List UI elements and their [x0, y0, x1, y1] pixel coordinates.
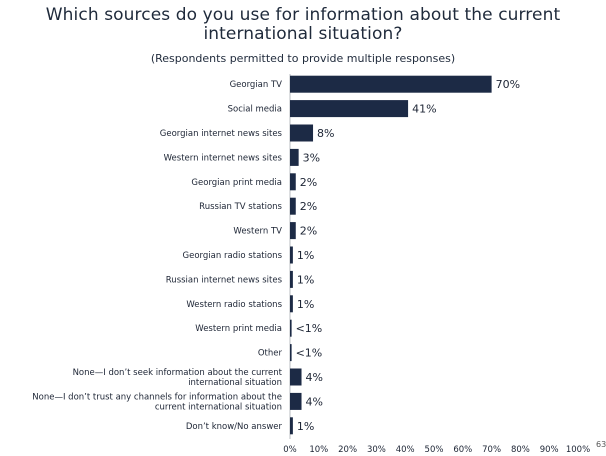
x-tick-label: 70%: [482, 445, 501, 455]
x-tick-label: 90%: [540, 445, 559, 455]
value-label: 2%: [300, 176, 317, 189]
value-label: 4%: [306, 395, 323, 408]
value-label: 1%: [297, 420, 314, 433]
value-label: 70%: [496, 78, 520, 91]
bar: [290, 295, 293, 313]
category-label: Western internet news sites: [164, 153, 283, 163]
value-label: 8%: [317, 127, 334, 140]
category-label-line: Western radio stations: [186, 300, 282, 310]
category-label-line: Russian internet news sites: [166, 275, 283, 285]
chart-title: Which sources do you use for information…: [45, 5, 561, 44]
bar: [290, 344, 292, 362]
category-label-line: Don’t know/No answer: [186, 422, 283, 432]
bar: [290, 100, 409, 118]
value-label: 3%: [303, 151, 320, 164]
category-label-line: Western TV: [233, 227, 282, 237]
category-label-line: Georgian TV: [230, 80, 283, 90]
value-label: 2%: [300, 225, 317, 238]
category-label-line: Social media: [228, 105, 282, 115]
category-label: Russian internet news sites: [166, 275, 283, 285]
x-tick-label: 80%: [511, 445, 530, 455]
bar: [290, 75, 492, 93]
bar: [290, 197, 296, 215]
category-label: None—I don’t seek information about the …: [73, 368, 283, 388]
x-tick-label: 100%: [566, 445, 590, 455]
bar: [290, 368, 302, 386]
category-label-line: current international situation: [155, 402, 282, 412]
bar: [290, 148, 299, 166]
x-tick-label: 50%: [425, 445, 444, 455]
category-label: Don’t know/No answer: [186, 422, 283, 432]
category-label: Georgian internet news sites: [160, 129, 283, 139]
category-label: Georgian TV: [230, 80, 283, 90]
category-label-line: None—I don’t trust any channels for info…: [32, 392, 282, 402]
bar: [290, 392, 302, 410]
value-label: 41%: [412, 103, 436, 116]
category-label-line: Georgian radio stations: [183, 251, 283, 261]
category-label-line: Western print media: [195, 324, 282, 334]
category-label-line: None—I don’t seek information about the …: [73, 368, 283, 378]
category-label-line: Other: [258, 349, 283, 359]
value-label: <1%: [296, 347, 323, 360]
value-label: 1%: [297, 298, 314, 311]
page-number: 63: [596, 440, 606, 449]
category-label: Georgian radio stations: [183, 251, 283, 261]
x-tick-label: 10%: [309, 445, 328, 455]
value-label: 1%: [297, 249, 314, 262]
category-label: Western print media: [195, 324, 282, 334]
x-tick-label: 60%: [453, 445, 472, 455]
bar: [290, 270, 293, 288]
category-label: Social media: [228, 105, 282, 115]
bar: [290, 319, 292, 337]
x-tick-label: 40%: [396, 445, 415, 455]
x-tick-label: 30%: [367, 445, 386, 455]
category-label: Georgian print media: [191, 178, 282, 188]
category-label-line: international situation: [188, 378, 282, 388]
bar: [290, 124, 314, 142]
category-label-line: Georgian print media: [191, 178, 282, 188]
category-label: Russian TV stations: [199, 202, 282, 212]
value-label: 1%: [297, 273, 314, 286]
bar: [290, 173, 296, 191]
value-label: <1%: [296, 322, 323, 335]
x-tick-label: 0%: [283, 445, 297, 455]
category-label: Other: [258, 349, 283, 359]
category-label: Western TV: [233, 227, 282, 237]
value-label: 2%: [300, 200, 317, 213]
value-label: 4%: [306, 371, 323, 384]
category-label-line: Western internet news sites: [164, 153, 283, 163]
bar: [290, 417, 293, 435]
bar: [290, 246, 293, 264]
category-label-line: Georgian internet news sites: [160, 129, 283, 139]
category-label: None—I don’t trust any channels for info…: [32, 392, 282, 412]
category-label-line: Russian TV stations: [199, 202, 282, 212]
bar: [290, 222, 296, 240]
chart-subtitle: (Respondents permitted to provide multip…: [150, 52, 456, 65]
category-label: Western radio stations: [186, 300, 282, 310]
x-tick-label: 20%: [338, 445, 357, 455]
